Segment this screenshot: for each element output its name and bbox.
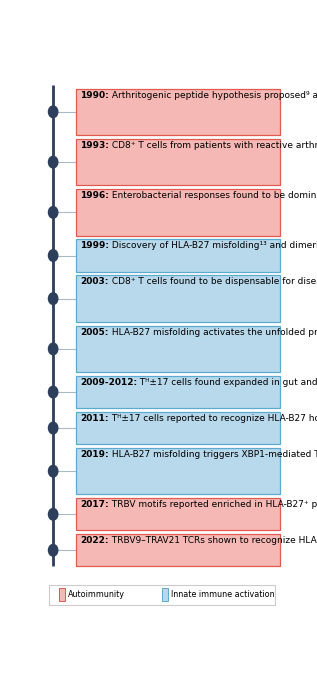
Text: CD8⁺ T cells found to be dispensable for disease in HLA-B27 transgenic rats¹⁰: CD8⁺ T cells found to be dispensable for… [108, 277, 317, 286]
Text: 1993:: 1993: [80, 141, 109, 150]
Text: CD8⁺ T cells from patients with reactive arthritis shown to recognize HLA-B27 in: CD8⁺ T cells from patients with reactive… [109, 141, 317, 150]
FancyBboxPatch shape [76, 376, 281, 408]
FancyBboxPatch shape [49, 584, 275, 605]
Text: Discovery of HLA-B27 misfolding¹³ and dimerization¹²: Discovery of HLA-B27 misfolding¹³ and di… [109, 242, 317, 251]
FancyBboxPatch shape [76, 139, 281, 186]
FancyBboxPatch shape [76, 239, 281, 272]
Ellipse shape [49, 106, 58, 118]
Text: 2009-2012:: 2009-2012: [80, 378, 137, 387]
Text: 1996:: 1996: [80, 191, 109, 200]
FancyBboxPatch shape [76, 88, 281, 135]
Ellipse shape [49, 422, 58, 434]
FancyBboxPatch shape [76, 325, 281, 372]
Ellipse shape [49, 207, 58, 219]
Text: Tᴴ±17 cells found expanded in gut and joints of HLA-B27 transgenic rats⁴²,⁴³: Tᴴ±17 cells found expanded in gut and jo… [137, 378, 317, 387]
FancyBboxPatch shape [76, 275, 281, 322]
Ellipse shape [49, 156, 58, 168]
Text: TRBV9–TRAV21 TCRs shown to recognize HLA-B27-bound peptides⁵¹: TRBV9–TRAV21 TCRs shown to recognize HLA… [109, 536, 317, 545]
Text: 2003:: 2003: [80, 277, 108, 286]
FancyBboxPatch shape [162, 588, 168, 601]
Text: HLA-B27 misfolding triggers XBP1-mediated TNAP upregulation contributing to synd: HLA-B27 misfolding triggers XBP1-mediate… [109, 450, 317, 459]
Text: 1999:: 1999: [80, 242, 109, 251]
Ellipse shape [49, 250, 58, 261]
FancyBboxPatch shape [76, 189, 281, 236]
Text: 2005:: 2005: [80, 327, 108, 337]
Ellipse shape [49, 386, 58, 398]
Text: 2019:: 2019: [80, 450, 109, 459]
Text: 1990:: 1990: [80, 90, 109, 99]
Text: 2022:: 2022: [80, 536, 109, 545]
Text: Enterobacterial responses found to be dominated by related TRBV sequences⁴⁴: Enterobacterial responses found to be do… [109, 191, 317, 200]
Text: Arthritogenic peptide hypothesis proposed⁹ and HLA-B27 expression shown to cause: Arthritogenic peptide hypothesis propose… [109, 90, 317, 99]
Text: Tᴴ±17 cells reported to recognize HLA-B27 homodimers in AS³²: Tᴴ±17 cells reported to recognize HLA-B2… [109, 414, 317, 423]
FancyBboxPatch shape [76, 498, 281, 530]
Text: HLA-B27 misfolding activates the unfolded protein response in transgenic rats³⁷: HLA-B27 misfolding activates the unfolde… [108, 327, 317, 337]
Ellipse shape [49, 343, 58, 355]
Text: 2011:: 2011: [80, 414, 109, 423]
Ellipse shape [49, 508, 58, 520]
FancyBboxPatch shape [76, 448, 281, 495]
Ellipse shape [49, 465, 58, 477]
Ellipse shape [49, 545, 58, 556]
FancyBboxPatch shape [59, 588, 65, 601]
Text: Autoimmunity: Autoimmunity [68, 590, 125, 599]
Ellipse shape [49, 292, 58, 304]
Text: 2017:: 2017: [80, 500, 109, 509]
Text: Innate immune activation: Innate immune activation [171, 590, 275, 599]
Text: TRBV motifs reported enriched in HLA-B27⁺ patients with AS⁴⁸: TRBV motifs reported enriched in HLA-B27… [109, 500, 317, 509]
FancyBboxPatch shape [76, 412, 281, 444]
FancyBboxPatch shape [76, 534, 281, 566]
